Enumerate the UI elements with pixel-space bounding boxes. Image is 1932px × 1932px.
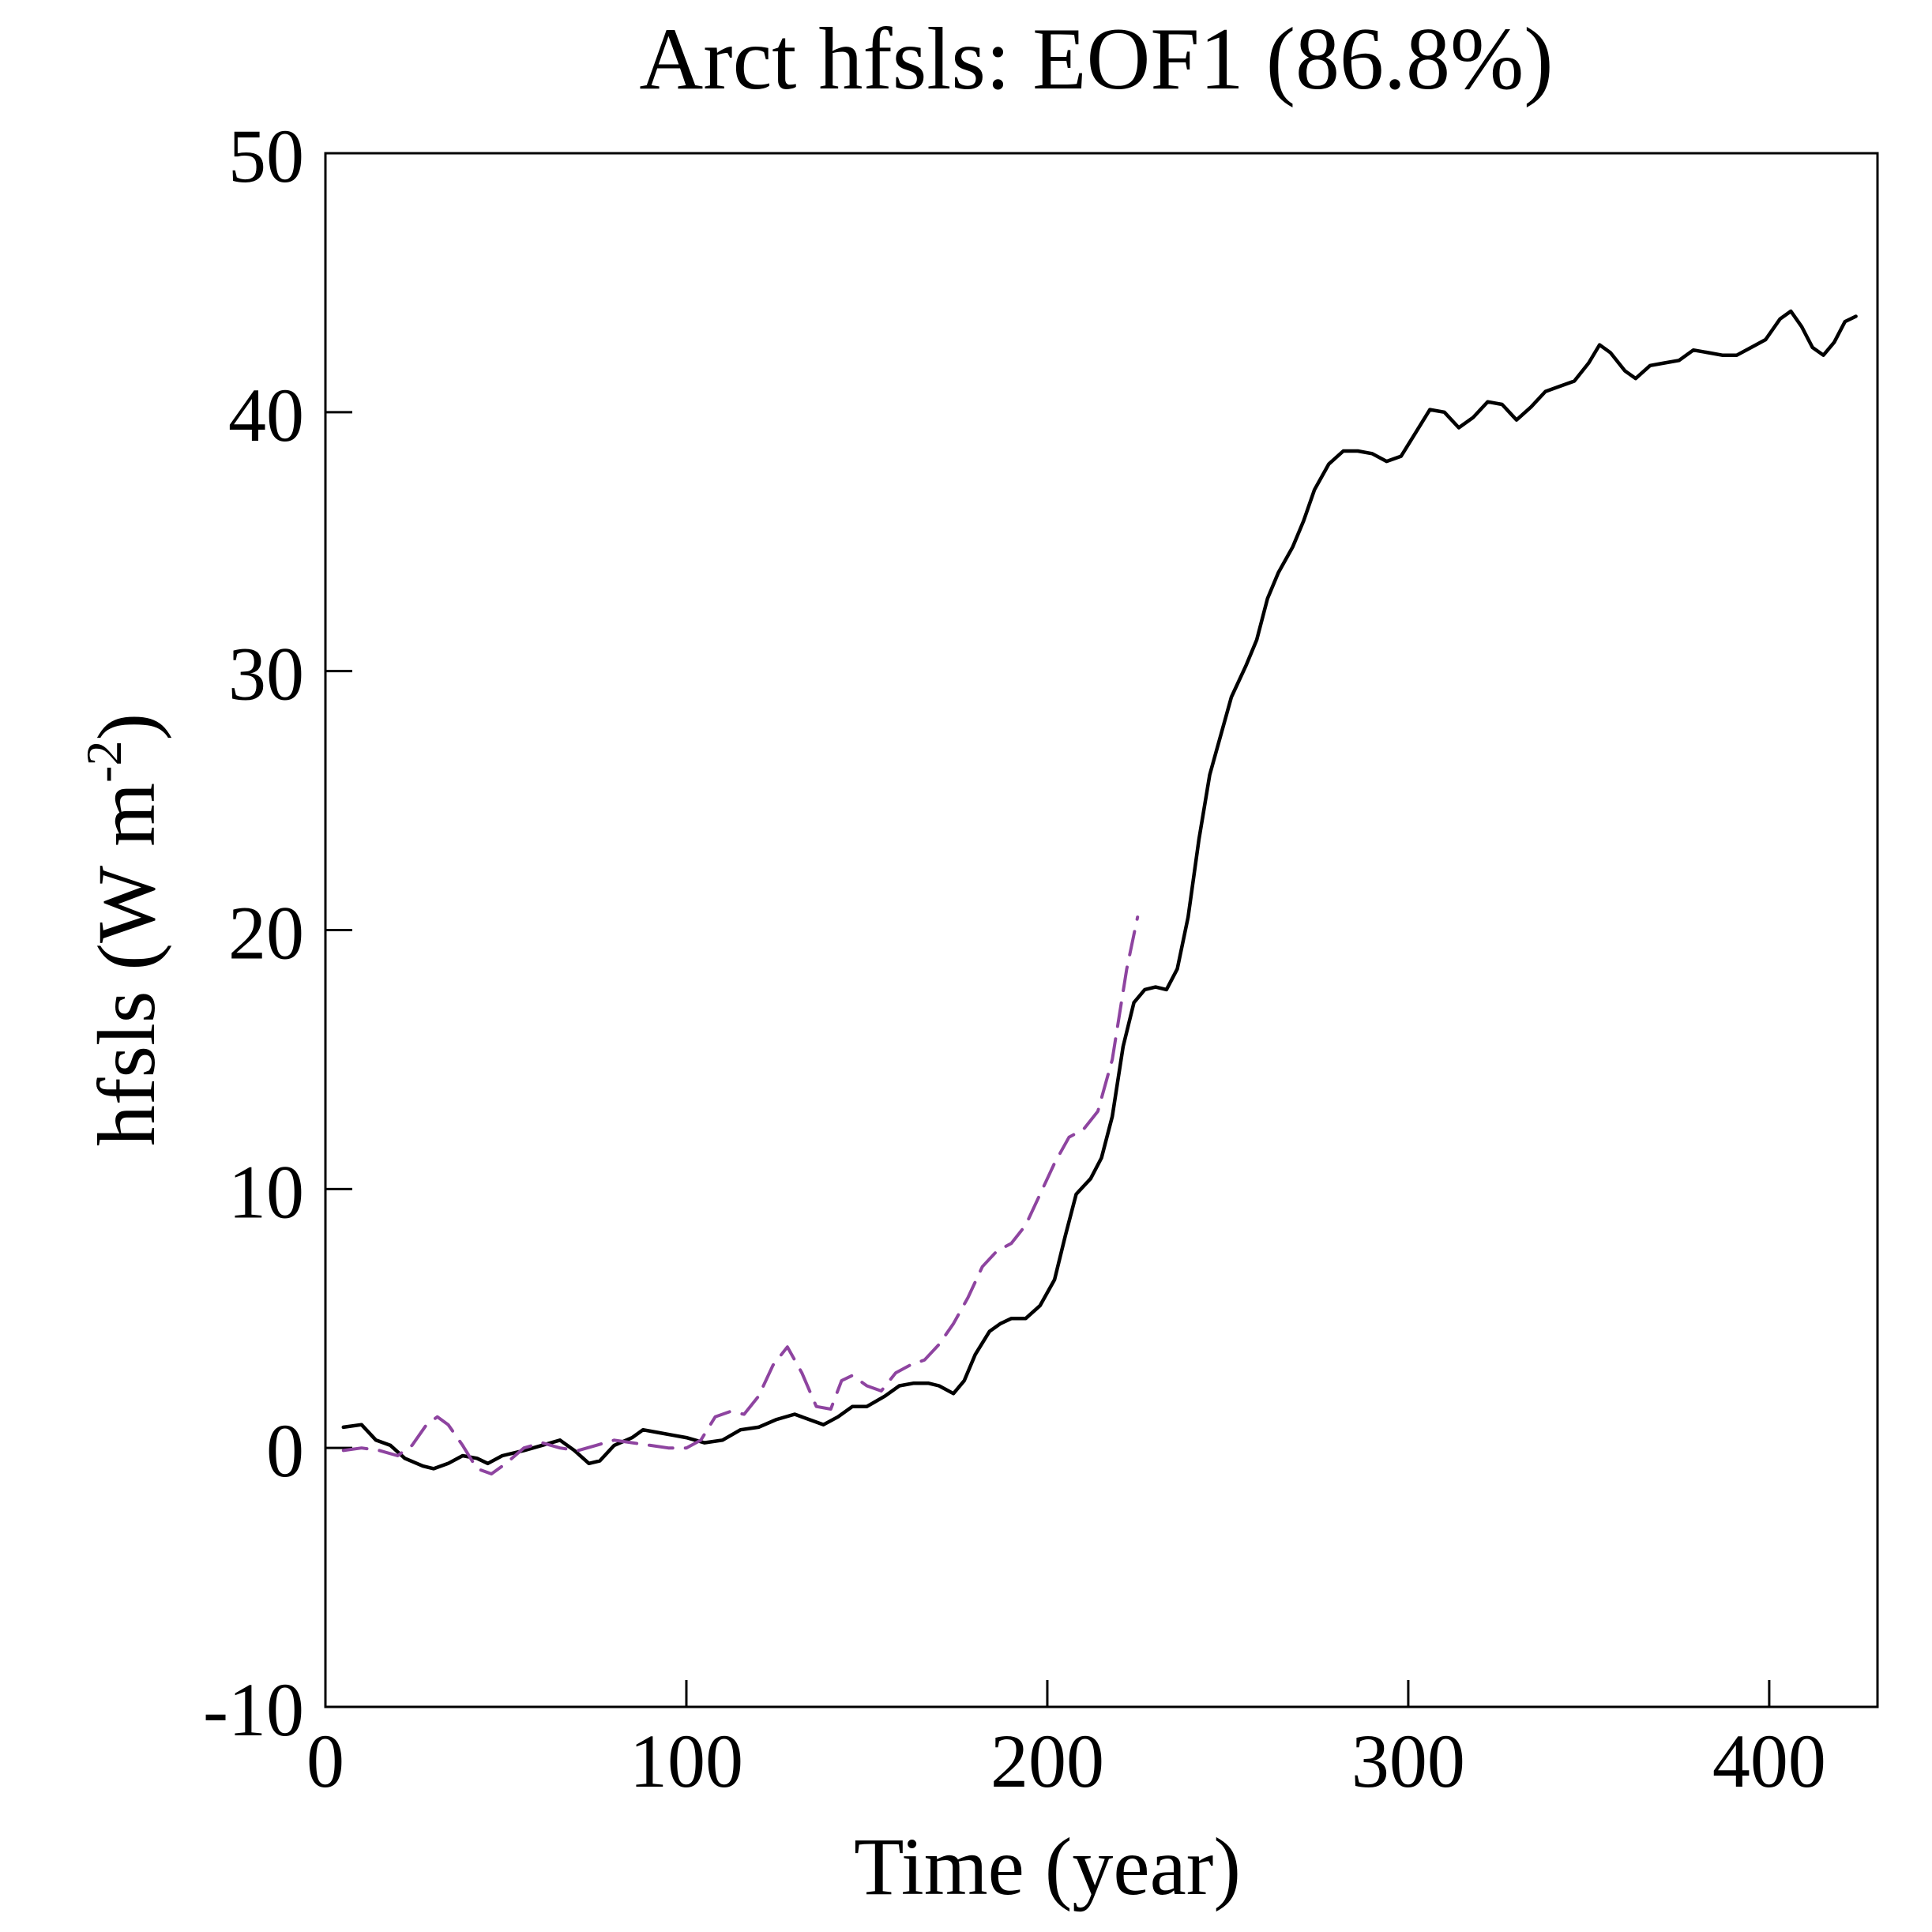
chart-title: Arct hfsls: EOF1 (86.8%) [639,10,1553,108]
plot-frame [324,152,1879,1708]
x-tick-label: 0 [306,1719,344,1803]
x-tick-label: 300 [1351,1719,1465,1803]
x-tick-label: 200 [990,1719,1104,1803]
y-axis-label-superscript: -2 [76,741,132,783]
y-axis-label: hfsls (W m-2) [76,713,172,1146]
y-axis-label-main: hfsls (W m [81,783,172,1146]
series-layer [341,309,1858,1475]
series-line-series-1 [341,309,1858,1471]
y-tick-label: 10 [228,1149,304,1234]
series-line-series-2 [341,915,1140,1475]
y-tick-label: 0 [266,1408,304,1493]
y-tick-label: 20 [228,891,304,975]
x-axis-label: Time (year) [854,1821,1241,1912]
y-tick-label: 50 [228,114,304,198]
y-axis: -10 0 10 20 30 40 50 [203,114,352,1752]
y-axis-label-close: ) [81,713,172,741]
y-tick-label: 30 [228,632,304,716]
x-tick-label: 100 [630,1719,743,1803]
x-tick-label: 400 [1712,1719,1826,1803]
y-tick-label: -10 [203,1667,304,1752]
x-axis: 0 100 200 300 400 [306,1680,1826,1803]
y-tick-label: 40 [228,373,304,457]
